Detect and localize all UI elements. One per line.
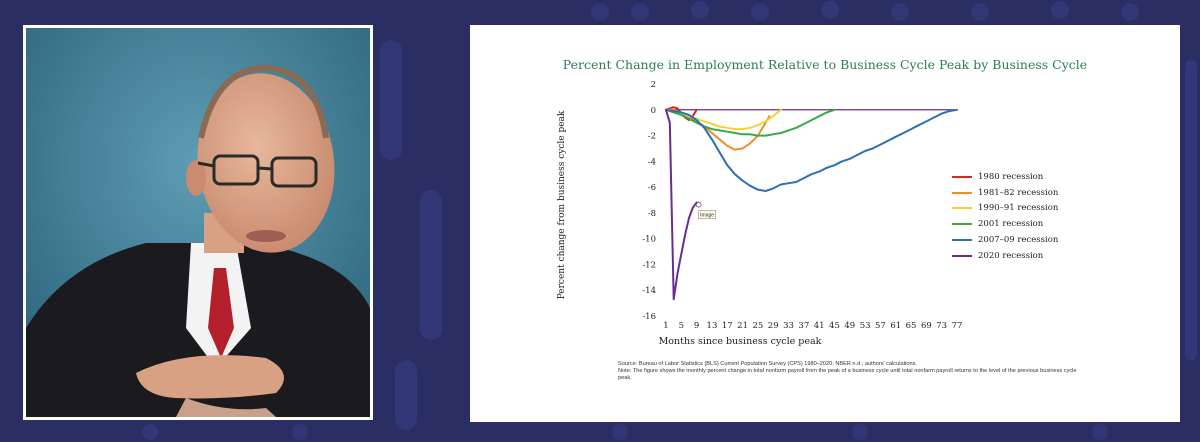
x-tick-label: 29 — [768, 321, 779, 331]
slide-notes: Source: Bureau of Labor Statistics (BLS)… — [618, 361, 1088, 383]
y-tick-label: -14 — [642, 286, 656, 296]
y-tick-label: 2 — [651, 80, 656, 90]
legend-swatch — [952, 207, 972, 210]
figure-note: Note: The figure shows the monthly perce… — [618, 368, 1077, 382]
legend-swatch — [952, 175, 972, 178]
x-tick-label: 69 — [921, 321, 932, 331]
x-tick-label: 65 — [906, 321, 917, 331]
y-tick-label: -16 — [642, 312, 656, 322]
y-tick-label: -6 — [648, 183, 656, 193]
legend-label: 2007–09 recession — [978, 235, 1059, 246]
presentation-slide: Percent Change in Employment Relative to… — [470, 25, 1180, 422]
source-note: Source: Bureau of Labor Statistics (BLS)… — [618, 361, 917, 367]
annotation-label: Image — [700, 213, 714, 219]
annotation-box — [698, 210, 716, 219]
legend-item: 2007–09 recession — [952, 232, 1058, 248]
x-tick-label: 37 — [798, 321, 809, 331]
x-tick-label: 5 — [679, 321, 684, 331]
y-tick-label: -12 — [642, 260, 656, 270]
x-tick-label: 73 — [936, 321, 947, 331]
legend-label: 1990–91 recession — [978, 203, 1059, 214]
series-line — [665, 108, 782, 131]
x-tick-label: 49 — [844, 321, 855, 331]
x-tick-label: 57 — [875, 321, 886, 331]
chart-legend: 1980 recession 1981–82 recession 1990–91 r… — [952, 169, 1058, 264]
x-tick-label: 25 — [752, 321, 763, 331]
y-axis-label: Percent change from business cycle peak — [557, 110, 567, 300]
x-tick-label: 61 — [890, 321, 901, 331]
y-tick-label: -4 — [648, 157, 656, 167]
y-tick-label: -2 — [648, 132, 656, 142]
legend-item: 1980 recession — [952, 169, 1058, 185]
x-tick-label: 77 — [952, 321, 963, 331]
x-tick-label: 9 — [694, 321, 699, 331]
legend-label: 2001 recession — [978, 219, 1044, 230]
x-tick-label: 53 — [860, 321, 871, 331]
series-line — [665, 108, 836, 137]
speaker-video-tile[interactable] — [23, 25, 373, 420]
annotation-marker — [695, 201, 702, 208]
legend-item: 2001 recession — [952, 216, 1058, 232]
y-tick-label: 0 — [651, 106, 656, 116]
legend-swatch — [952, 223, 972, 226]
speaker-video-feed — [26, 28, 370, 417]
legend-swatch — [952, 239, 972, 242]
x-tick-label: 45 — [829, 321, 840, 331]
x-tick-label: 17 — [722, 321, 733, 331]
x-tick-label: 41 — [814, 321, 825, 331]
x-tick-label: 1 — [663, 321, 668, 331]
legend-item: 1990–91 recession — [952, 201, 1058, 217]
legend-swatch — [952, 254, 972, 257]
y-tick-label: -8 — [648, 209, 656, 219]
x-tick-label: 21 — [737, 321, 748, 331]
line-chart: 2 0 -2 -4 -6 -8 -10 -12 -14 -16 1 5 9 13 17 21 25 29 33 37 4… — [642, 80, 963, 331]
legend-label: 1980 recession — [978, 171, 1044, 182]
y-tick-label: -10 — [642, 235, 656, 245]
legend-swatch — [952, 191, 972, 194]
series-line — [665, 108, 698, 301]
chart-title: Percent Change in Employment Relative to… — [562, 57, 1088, 72]
x-tick-label: 33 — [783, 321, 794, 331]
x-tick-label: 13 — [707, 321, 718, 331]
legend-item: 1981–82 recession — [952, 185, 1058, 201]
legend-label: 2020 recession — [978, 250, 1044, 261]
legend-item: 2020 recession — [952, 248, 1058, 264]
series-line — [665, 108, 958, 192]
legend-label: 1981–82 recession — [978, 187, 1059, 198]
x-axis-label: Months since business cycle peak — [658, 336, 822, 347]
